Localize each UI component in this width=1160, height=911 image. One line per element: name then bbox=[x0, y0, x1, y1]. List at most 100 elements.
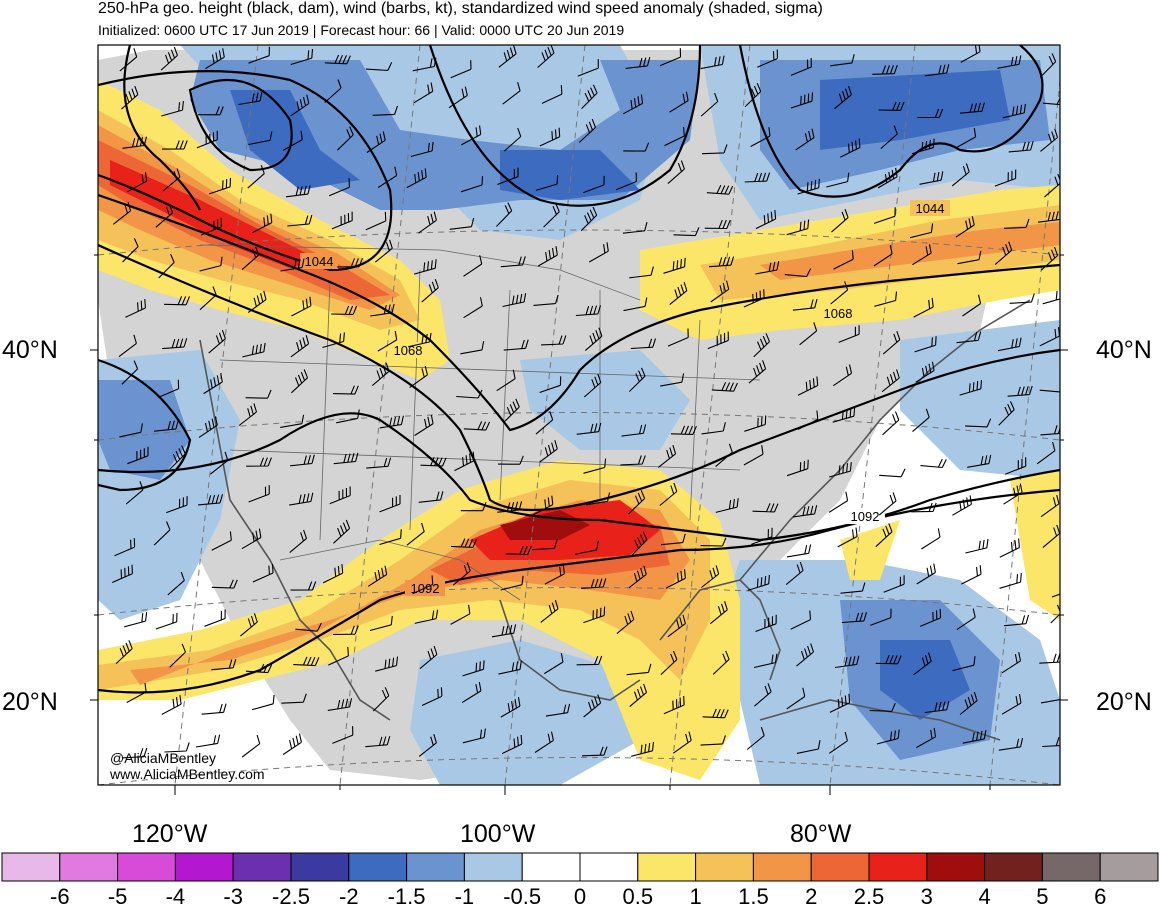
wind-barb bbox=[287, 215, 313, 227]
wind-barb bbox=[916, 727, 937, 749]
wind-barb bbox=[293, 656, 320, 667]
wind-barb bbox=[329, 486, 351, 505]
wind-barb bbox=[543, 203, 560, 228]
wind-barb bbox=[246, 457, 272, 467]
wind-barb bbox=[497, 455, 524, 465]
wind-barb bbox=[667, 328, 689, 347]
wind-barb bbox=[753, 333, 771, 358]
wind-barb bbox=[289, 529, 308, 554]
wind-barb bbox=[503, 127, 522, 152]
wind-barb bbox=[872, 65, 898, 75]
colorbar-swatch bbox=[637, 852, 697, 882]
wind-barb bbox=[460, 176, 484, 193]
wind-barb bbox=[204, 609, 226, 627]
wind-barb bbox=[1040, 128, 1059, 152]
wind-barb bbox=[238, 91, 263, 106]
wind-barb bbox=[1040, 494, 1060, 518]
wind-barb bbox=[211, 579, 238, 589]
wind-barb bbox=[125, 481, 144, 505]
wind-barb bbox=[829, 693, 851, 713]
wind-barb bbox=[743, 289, 765, 308]
wind-barb bbox=[451, 538, 478, 548]
shade-lblue bbox=[900, 320, 1060, 480]
wind-barb bbox=[201, 703, 227, 715]
shade-dred bbox=[500, 510, 590, 540]
colorbar-swatch bbox=[1099, 852, 1159, 882]
wind-barb bbox=[665, 569, 686, 589]
lat-label-40n-right: 40°N bbox=[1096, 336, 1152, 364]
wind-barb bbox=[830, 54, 855, 67]
wind-barb bbox=[410, 141, 434, 158]
wind-barb bbox=[421, 279, 439, 303]
wind-barb bbox=[409, 365, 428, 389]
wind-barb bbox=[199, 286, 217, 311]
colorbar-label: 1 bbox=[689, 884, 702, 909]
wind-barb bbox=[751, 527, 773, 545]
colorbar-label: 0.5 bbox=[622, 884, 654, 909]
wind-barb bbox=[280, 258, 305, 272]
wind-barb bbox=[497, 501, 523, 513]
wind-barb bbox=[414, 609, 439, 624]
wind-barb bbox=[621, 424, 647, 437]
colorbar-label: -4 bbox=[165, 884, 186, 909]
colorbar-label: -1.5 bbox=[387, 884, 426, 909]
wind-barb bbox=[169, 445, 186, 470]
wind-barb bbox=[1002, 103, 1026, 119]
wind-barb bbox=[873, 244, 893, 267]
wind-barb bbox=[155, 612, 178, 630]
wind-barb bbox=[620, 455, 646, 466]
wind-barb bbox=[631, 531, 648, 557]
wind-barb bbox=[1007, 385, 1033, 397]
colorbar-swatch bbox=[868, 852, 928, 882]
wind-barb bbox=[797, 376, 819, 396]
wind-barb bbox=[127, 172, 148, 193]
wind-barb bbox=[118, 334, 137, 358]
wind-barb bbox=[747, 574, 770, 591]
wind-barb bbox=[584, 327, 603, 352]
colorbar-swatch bbox=[290, 852, 350, 882]
wind-barb bbox=[786, 219, 810, 236]
wind-barb bbox=[623, 142, 650, 152]
wind-barb bbox=[997, 55, 1022, 69]
wind-barb bbox=[704, 219, 731, 230]
wind-barb bbox=[878, 101, 905, 111]
colorbar-swatch bbox=[1, 852, 61, 882]
wind-barb bbox=[1005, 457, 1027, 475]
wind-barb bbox=[994, 241, 1013, 266]
wind-barb bbox=[882, 331, 901, 355]
colorbar-swatch bbox=[521, 852, 581, 882]
wind-barb bbox=[366, 457, 392, 469]
wind-barb bbox=[743, 445, 764, 466]
wind-barb bbox=[245, 663, 273, 674]
colorbar bbox=[1, 852, 1159, 882]
wind-barb bbox=[837, 527, 858, 548]
wind-barb bbox=[998, 737, 1024, 751]
wind-barb bbox=[153, 521, 171, 546]
wind-barb bbox=[375, 656, 399, 672]
wind-barb bbox=[580, 206, 598, 232]
wind-barb bbox=[959, 691, 978, 715]
wind-barb bbox=[195, 734, 221, 748]
wind-barb bbox=[701, 565, 720, 588]
wind-barb bbox=[114, 538, 136, 557]
wind-barb bbox=[421, 687, 443, 706]
wind-barb bbox=[753, 653, 778, 669]
wind-barb bbox=[125, 298, 146, 318]
wind-barb bbox=[660, 650, 678, 675]
wind-barb bbox=[700, 55, 725, 70]
wind-barb bbox=[576, 655, 603, 666]
colorbar-label: -2.5 bbox=[272, 884, 310, 909]
wind-barb bbox=[533, 495, 554, 516]
wind-barb bbox=[328, 178, 350, 197]
wind-barb bbox=[834, 655, 860, 669]
wind-barb bbox=[208, 330, 226, 354]
wind-barb bbox=[911, 138, 935, 155]
wind-barb bbox=[712, 650, 730, 675]
wind-barb bbox=[669, 91, 689, 113]
wind-barb bbox=[669, 282, 688, 306]
colorbar-label: 1.5 bbox=[738, 884, 769, 909]
colorbar-swatch bbox=[174, 852, 234, 882]
wind-barb bbox=[164, 296, 191, 306]
lon-label-80w: 80°W bbox=[790, 820, 852, 848]
wind-barb bbox=[462, 660, 485, 677]
